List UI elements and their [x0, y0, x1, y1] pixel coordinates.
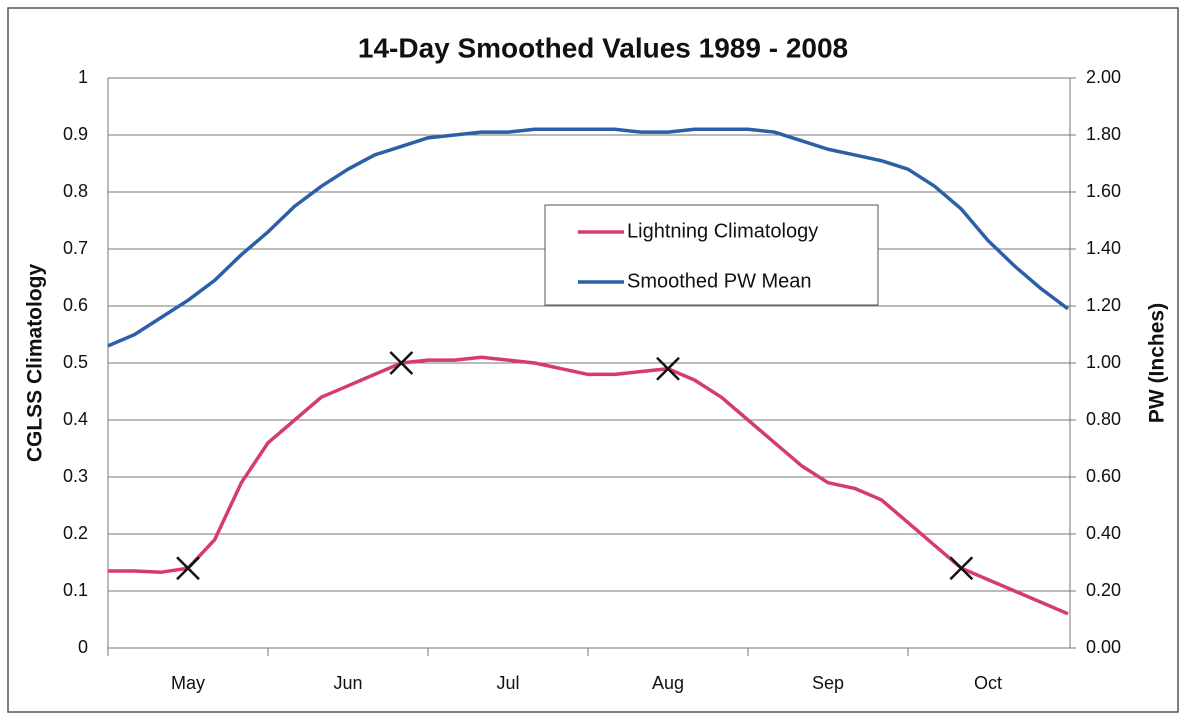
x-marker — [949, 556, 974, 581]
y2-tick-label: 1.80 — [1086, 124, 1121, 144]
y2-axis-title: PW (Inches) — [1146, 303, 1169, 423]
y-tick-label: 0.2 — [63, 523, 88, 543]
x-tick-label: Oct — [974, 673, 1002, 693]
y-tick-label: 0.9 — [63, 124, 88, 144]
y-axis-title: CGLSS Climatology — [24, 264, 47, 463]
series-line — [108, 355, 1069, 616]
y2-tick-label: 1.40 — [1086, 238, 1121, 258]
y2-tick-label: 0.60 — [1086, 466, 1121, 486]
x-marker — [389, 351, 414, 375]
y-tick-label: 1 — [78, 67, 88, 87]
y-tick-label: 0.1 — [63, 580, 88, 600]
y2-tick-label: 0.20 — [1086, 580, 1121, 600]
y-tick-label: 0.7 — [63, 238, 88, 258]
y-tick-label: 0.5 — [63, 352, 88, 372]
chart-border — [7, 7, 1179, 713]
y-tick-label: 0.6 — [63, 295, 88, 315]
x-tick-label: Sep — [812, 673, 844, 693]
legend-label: Lightning Climatology — [627, 220, 818, 242]
x-tick-label: Aug — [652, 673, 684, 693]
x-tick-label: Jul — [496, 673, 519, 693]
y2-tick-label: 0.40 — [1086, 523, 1121, 543]
legend-box — [544, 204, 879, 306]
y2-tick-label: 2.00 — [1086, 67, 1121, 87]
y2-tick-label: 1.20 — [1086, 295, 1121, 315]
y-tick-label: 0.8 — [63, 181, 88, 201]
x-marker — [656, 356, 680, 381]
y-tick-label: 0 — [78, 637, 88, 657]
x-marker — [176, 556, 200, 581]
x-tick-label: May — [171, 673, 205, 693]
chart-title: 14-Day Smoothed Values 1989 - 2008 — [358, 32, 848, 63]
x-tick-label: Jun — [333, 673, 362, 693]
y2-tick-label: 1.00 — [1086, 352, 1121, 372]
series-line — [107, 127, 1070, 348]
legend-label: Smoothed PW Mean — [627, 270, 812, 292]
y-tick-label: 0.3 — [63, 466, 88, 486]
y-tick-label: 0.4 — [63, 409, 88, 429]
y2-tick-label: 0.80 — [1086, 409, 1121, 429]
y2-tick-label: 0.00 — [1086, 637, 1121, 657]
y2-tick-label: 1.60 — [1086, 181, 1121, 201]
